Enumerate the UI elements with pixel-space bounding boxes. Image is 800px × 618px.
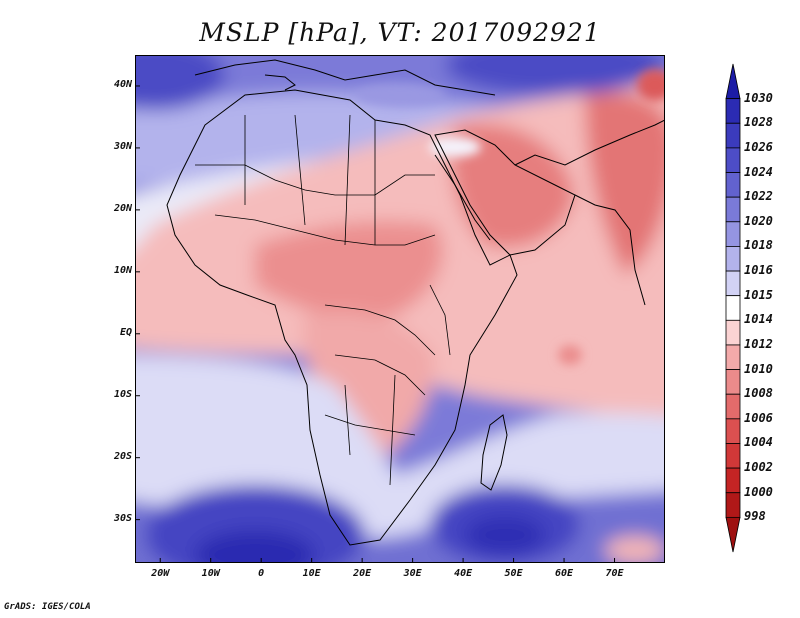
colorbar-bin [725,344,741,370]
colorbar-label: 1010 [744,361,773,376]
colorbar-bin [725,63,741,100]
colorbar-label: 1024 [744,164,773,179]
lon-label-20e: 20E [353,568,372,579]
colorbar-bin [725,319,741,346]
colorbar-label: 1030 [744,90,773,105]
lon-label-30e: 30E [403,568,422,579]
mslp-map-svg [135,55,665,563]
colorbar [725,63,741,553]
colorbar-bin [725,467,741,494]
colorbar-label: 1018 [744,238,773,253]
lat-label-eq: EQ [119,326,132,338]
colorbar-label: 1004 [744,435,773,450]
credit-text: GrADS: IGES/COLA [4,602,91,612]
colorbar-label: 1026 [744,139,773,154]
coastlines [166,59,665,546]
colorbar-label: 1002 [744,460,773,475]
lon-label-20w: 20W [151,568,170,579]
tick-marks [135,85,616,563]
colorbar-bin [725,295,741,321]
map-frame [135,55,665,563]
colorbar-bin [725,516,741,553]
lat-label-30n: 30N [113,140,132,152]
colorbar-bin [725,172,741,198]
colorbar-bin [725,369,741,395]
pressure-field [135,55,665,563]
colorbar-bin [725,393,741,420]
lon-label-70e: 70E [605,568,624,579]
colorbar-label: 1015 [744,287,773,302]
colorbar-boxes [725,63,741,553]
colorbar-bin [725,418,741,444]
lon-label-40e: 40E [454,568,473,579]
colorbar-label: 1014 [744,312,773,327]
colorbar-bin [725,122,741,149]
lon-label-60e: 60E [555,568,574,579]
map-title: MSLP [hPa], VT: 2017092921 [199,18,601,47]
colorbar-bin [725,147,741,173]
colorbar-label: 1000 [744,484,773,499]
colorbar-bin [725,221,741,247]
colorbar-label: 1022 [744,189,773,204]
colorbar-label: 1020 [744,213,773,228]
colorbar-bin [725,270,741,297]
colorbar-label: 1008 [744,386,773,401]
lon-label-0: 0 [258,568,265,579]
lat-label-10n: 10N [113,264,132,276]
colorbar-bin [725,98,741,124]
lat-label-30s: 30S [113,512,132,524]
colorbar-label: 1012 [744,336,773,351]
colorbar-label: 1028 [744,115,773,130]
colorbar-label: 1016 [744,263,773,278]
colorbar-bin [725,443,741,469]
lon-label-10e: 10E [302,568,321,579]
colorbar-label: 998 [744,509,766,524]
lon-label-50e: 50E [504,568,523,579]
lat-label-20s: 20S [113,450,132,462]
mslp-map [135,55,665,563]
lat-label-10s: 10S [113,388,132,400]
colorbar-bin [725,196,741,223]
lon-label-10w: 10W [201,568,220,579]
lat-label-20n: 20N [113,202,132,214]
colorbar-bin [725,492,741,518]
colorbar-label: 1006 [744,410,773,425]
colorbar-bin [725,246,741,272]
lat-label-40n: 40N [113,78,132,90]
